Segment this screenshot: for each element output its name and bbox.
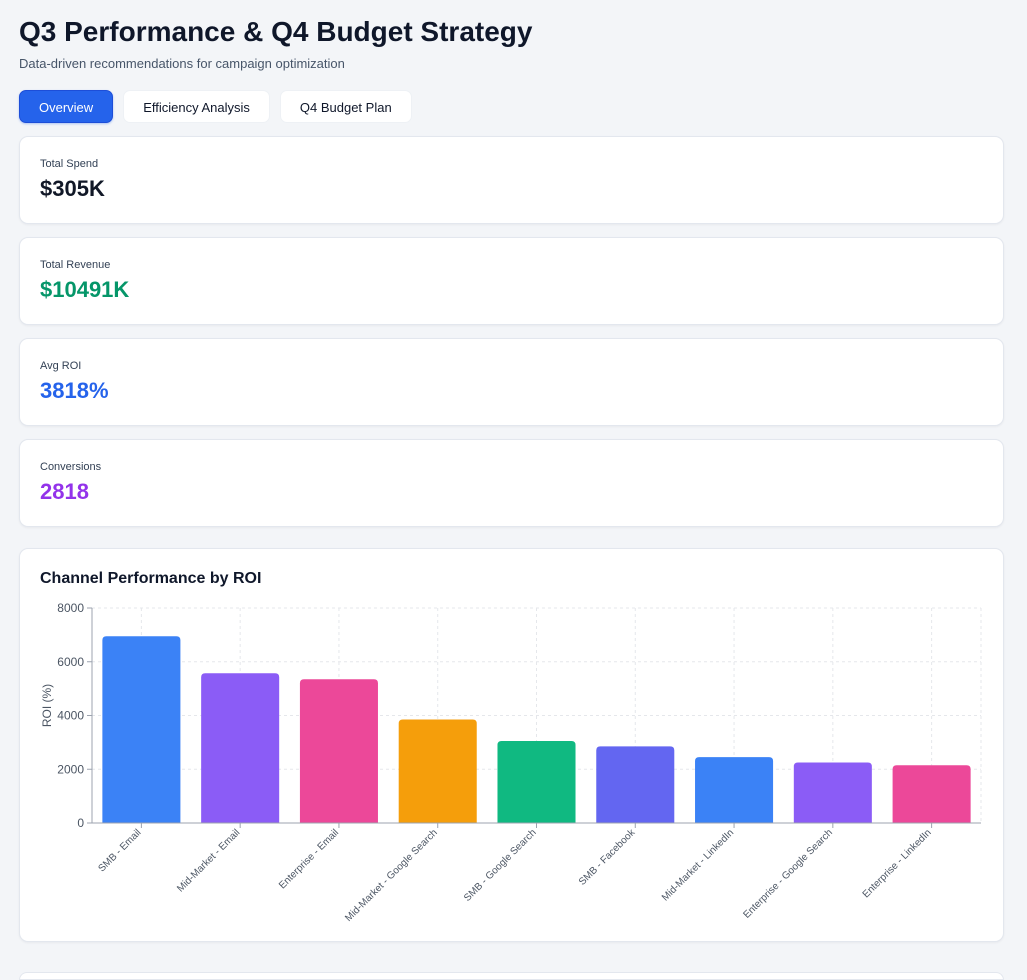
page-title: Q3 Performance & Q4 Budget Strategy (19, 16, 533, 47)
x-tick-label: SMB - Email (96, 827, 143, 874)
y-tick-label: 4000 (57, 709, 84, 723)
bar-smb-email (102, 636, 181, 823)
bar-enterprise-google-search (793, 762, 872, 823)
x-tick-label: Mid-Market - Email (175, 827, 242, 894)
y-tick-label: 0 (77, 816, 84, 830)
bar-mid-market-linkedin (695, 757, 774, 823)
bar-mid-market-google-search (398, 719, 477, 823)
x-tick-label: Mid-Market - LinkedIn (660, 827, 736, 903)
next-card-edge (19, 972, 1004, 980)
stat-value: 3818% (40, 378, 109, 403)
tab-bar: Overview Efficiency Analysis Q4 Budget P… (19, 90, 1008, 123)
stat-label: Total Revenue (40, 259, 111, 271)
x-tick-label: SMB - Google Search (462, 827, 539, 904)
tab-overview[interactable]: Overview (19, 90, 114, 123)
dashboard-page: Q3 Performance & Q4 Budget Strategy Data… (19, 16, 1008, 942)
tab-q4-budget-plan[interactable]: Q4 Budget Plan (279, 90, 412, 123)
y-tick-label: 2000 (57, 762, 84, 776)
stat-label: Total Spend (40, 158, 99, 170)
x-tick-label: Enterprise - LinkedIn (861, 827, 934, 900)
page-subtitle: Data-driven recommendations for campaign… (19, 56, 345, 71)
stat-card-avg-roi: Avg ROI 3818% (19, 338, 1004, 426)
y-tick-label: 8000 (57, 601, 84, 615)
chart-card: Channel Performance by ROI 0 2000 4000 6000… (19, 548, 1004, 942)
bar-smb-facebook (596, 746, 675, 823)
stat-label: Conversions (40, 461, 102, 473)
bar-enterprise-email (299, 679, 378, 823)
bar-mid-market-email (201, 673, 280, 823)
stat-value: $305K (40, 176, 105, 201)
stat-label: Avg ROI (40, 360, 82, 372)
x-tick-label: Mid-Market - Google Search (343, 827, 440, 924)
x-tick-label: Enterprise - Google Search (741, 827, 834, 920)
y-tick-label: 6000 (57, 655, 84, 669)
bar-enterprise-linkedin (892, 765, 971, 823)
tab-efficiency-analysis[interactable]: Efficiency Analysis (123, 90, 270, 123)
stat-value: 2818 (40, 479, 89, 504)
x-tick-label: SMB - Facebook (577, 827, 638, 888)
stat-card-conversions: Conversions 2818 (19, 439, 1004, 527)
bar-smb-google-search (497, 741, 576, 823)
stat-value: $10491K (40, 277, 130, 302)
stat-card-total-revenue: Total Revenue $10491K (19, 237, 1004, 325)
stat-card-total-spend: Total Spend $305K (19, 136, 1004, 224)
roi-bar-chart: 0 2000 4000 6000 8000 SMB - Email Mid-Market -… (40, 601, 982, 924)
y-axis-label: ROI (%) (40, 684, 54, 727)
x-tick-label: Enterprise - Email (277, 827, 341, 891)
chart-title: Channel Performance by ROI (40, 570, 262, 587)
